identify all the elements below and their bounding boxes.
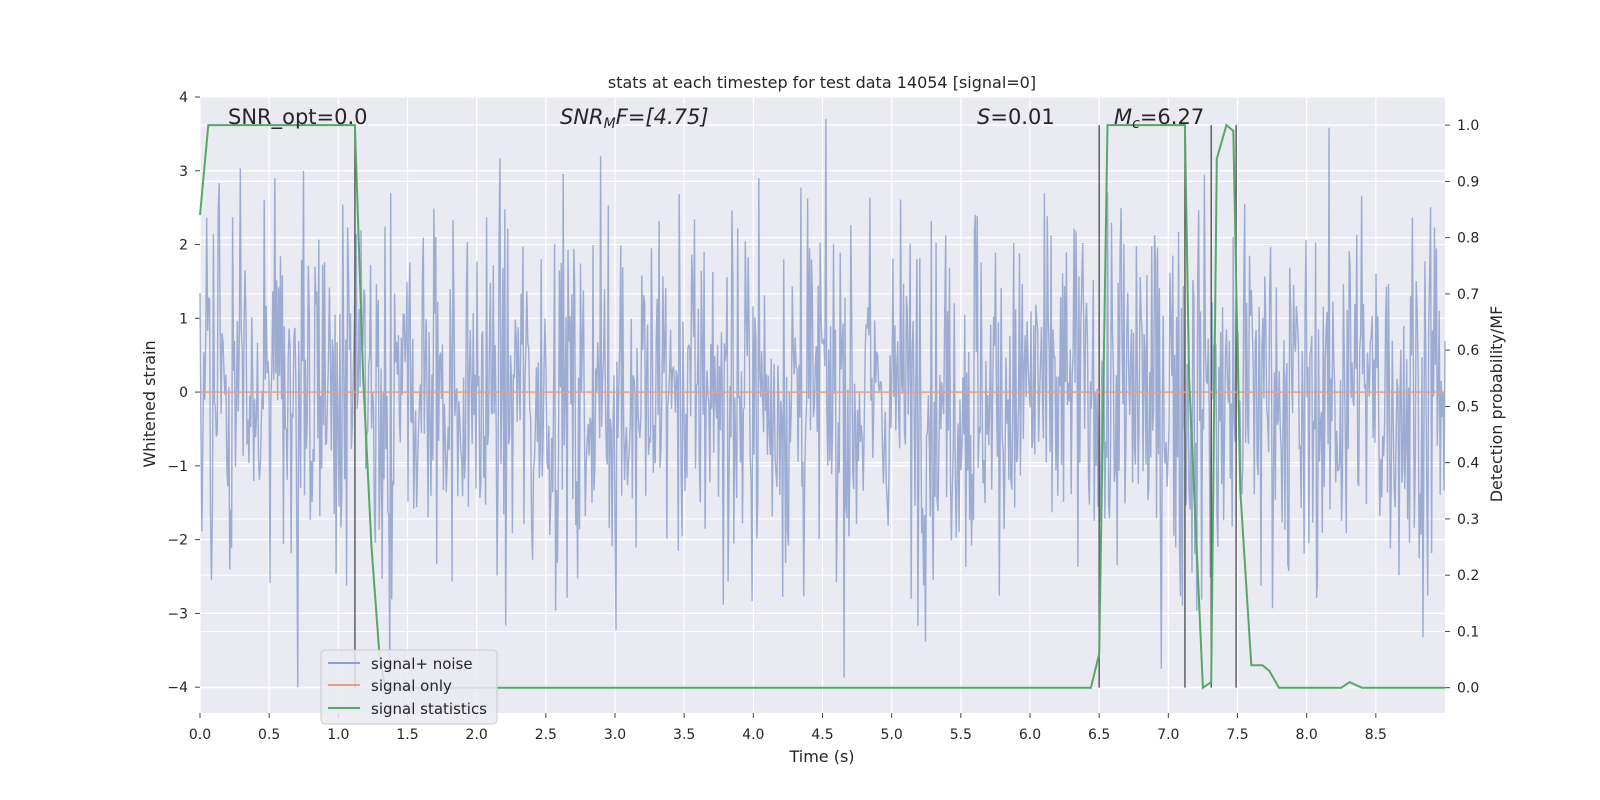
x-tick-label: 4.5 xyxy=(811,727,833,743)
annotation-snr-opt: SNR_opt=0.0 xyxy=(228,105,368,130)
legend-label-signal-plus-noise: signal+ noise xyxy=(371,655,473,673)
x-tick-label: 8.0 xyxy=(1296,727,1318,743)
mc-sub: c xyxy=(1132,116,1140,132)
x-axis-label: Time (s) xyxy=(788,747,854,766)
y-tick-label-left: 1 xyxy=(179,311,188,327)
y-tick-label-right: 0.0 xyxy=(1457,681,1479,697)
y-tick-label-right: 0.1 xyxy=(1457,624,1479,640)
legend: signal+ noise signal only signal statist… xyxy=(320,649,498,725)
x-tick-label: 5.5 xyxy=(950,727,972,743)
y-tick-label-right: 0.5 xyxy=(1457,399,1479,415)
x-tick-label: 0.5 xyxy=(258,727,280,743)
y-left-tick-labels: 4 3 2 1 0 −1 −2 −3 −4 xyxy=(167,90,188,696)
y-tick-label-right: 0.9 xyxy=(1457,174,1479,190)
mc-rest: =6.27 xyxy=(1140,105,1204,129)
legend-label-signal-statistics: signal statistics xyxy=(371,700,487,718)
x-tick-label: 2.5 xyxy=(535,727,557,743)
x-tick-label: 1.0 xyxy=(327,727,349,743)
x-tick-label: 4.0 xyxy=(742,727,764,743)
mc-main: M xyxy=(1114,105,1132,129)
snr-mf-rest: F=[4.75] xyxy=(616,105,709,129)
y-tick-label-left: −2 xyxy=(167,533,188,549)
x-tick-label: 7.0 xyxy=(1157,727,1179,743)
x-tick-label: 2.0 xyxy=(466,727,488,743)
series-signal-statistics xyxy=(199,123,1445,690)
annotation-snr-mf: SNRMF=[4.75] xyxy=(560,105,709,132)
x-tick-label: 8.5 xyxy=(1365,727,1387,743)
signal-statistics-line xyxy=(199,123,1445,690)
snr-mf-sub: M xyxy=(604,116,616,132)
y-right-tick-labels: 1.0 0.9 0.8 0.7 0.6 0.5 0.4 0.3 0.2 0.1 0.0 xyxy=(1457,118,1479,697)
y-tick-label-right: 0.2 xyxy=(1457,568,1479,584)
y-tick-label-right: 0.6 xyxy=(1457,343,1479,359)
x-tick-label: 3.0 xyxy=(604,727,626,743)
y-axis-label-left: Whitened strain xyxy=(140,340,159,467)
y-tick-label-left: 3 xyxy=(179,164,188,180)
y-tick-label-left: 2 xyxy=(179,238,188,254)
chart-title: stats at each timestep for test data 140… xyxy=(608,73,1036,92)
s-main: S xyxy=(977,105,990,129)
y-tick-label-left: −1 xyxy=(167,459,188,475)
x-tick-label: 3.5 xyxy=(673,727,695,743)
y-tick-label-left: −4 xyxy=(167,680,188,696)
x-tick-label: 5.0 xyxy=(881,727,903,743)
x-tick-label: 1.5 xyxy=(396,727,418,743)
x-tick-label: 6.0 xyxy=(1019,727,1041,743)
annotation-mc: Mc=6.27 xyxy=(1114,105,1204,132)
x-tick-labels: 0.0 0.5 1.0 1.5 2.0 2.5 3.0 3.5 4.0 4.5 5.0 5.5 6.0 6… xyxy=(189,727,1387,743)
y-tick-label-left: 4 xyxy=(179,90,188,106)
s-rest: =0.01 xyxy=(990,105,1054,129)
y-tick-label-left: 0 xyxy=(179,385,188,401)
annotation-s: S=0.01 xyxy=(977,105,1055,129)
x-tick-label: 0.0 xyxy=(189,727,211,743)
y-tick-label-right: 0.4 xyxy=(1457,456,1479,472)
y-tick-label-right: 1.0 xyxy=(1457,118,1479,134)
y-tick-label-right: 0.8 xyxy=(1457,231,1479,247)
y-axis-label-right: Detection probability/MF xyxy=(1487,306,1506,503)
x-tick-label: 7.5 xyxy=(1226,727,1248,743)
y-tick-label-left: −3 xyxy=(167,606,188,622)
legend-box xyxy=(320,649,498,725)
x-tick-label: 6.5 xyxy=(1088,727,1110,743)
legend-label-signal-only: signal only xyxy=(371,677,452,695)
y-tick-label-right: 0.7 xyxy=(1457,287,1479,303)
y-tick-label-right: 0.3 xyxy=(1457,512,1479,528)
snr-mf-main: SNR xyxy=(560,105,604,129)
